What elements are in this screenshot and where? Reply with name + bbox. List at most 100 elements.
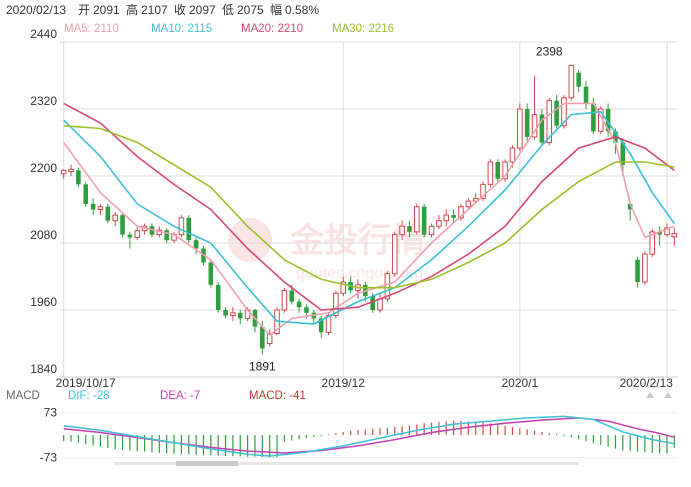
candle-body-up (642, 253, 648, 283)
legend-macd-value: -41 (289, 390, 306, 402)
candle (83, 181, 89, 207)
candle (237, 310, 243, 324)
candle (391, 231, 398, 277)
candle (340, 276, 347, 297)
candle-body-down (127, 234, 133, 238)
ma-line-ma20 (63, 102, 675, 311)
candle-body-down (370, 296, 375, 310)
candle (671, 227, 678, 246)
extreme-label: 2398 (536, 44, 563, 58)
candle (443, 209, 450, 227)
candle-body-up (281, 289, 288, 311)
candle-body-down (164, 230, 169, 241)
legend-ma20-value: 2210 (277, 23, 303, 35)
candle-body-down (260, 326, 265, 349)
candle-body-down (237, 312, 243, 319)
ma-line-ma5 (63, 102, 675, 337)
candle-body-up (502, 161, 508, 180)
candle-body-up (531, 114, 538, 138)
candle-body-up (568, 64, 575, 99)
legend-ma5-value: 2110 (94, 23, 119, 35)
candle (90, 198, 96, 216)
macd-legend-dif: DIF: -28 (68, 390, 110, 402)
candle-body-down (76, 170, 81, 185)
macd-legend-macd: MACD: -41 (249, 390, 306, 402)
scroll-arrows[interactable] (646, 392, 672, 398)
candle-body-up (384, 273, 391, 300)
candle (465, 198, 472, 210)
candle (583, 81, 589, 109)
scrollbar-track[interactable] (114, 462, 579, 465)
candle-body-down (421, 206, 427, 235)
ma-line-ma30 (63, 125, 675, 289)
watermark-en: quotes.cngold.org (296, 265, 423, 282)
candle-body-up (325, 315, 332, 333)
header-low-value: 2075 (237, 3, 264, 17)
candle-body-down (120, 215, 125, 235)
header-high-label: 高 (126, 2, 138, 17)
candle (399, 220, 405, 241)
candle-body-down (524, 109, 530, 137)
candle-body-down (304, 307, 309, 313)
candle (635, 256, 640, 288)
legend-ma30-value: 2216 (368, 23, 394, 35)
macd-legend-dea: DEA: -7 (160, 390, 200, 402)
candle-body-up (465, 200, 472, 208)
candle-body-down (223, 310, 228, 316)
legend-macd-name: MACD (249, 390, 283, 402)
candle-body-down (539, 114, 545, 143)
legend-ma20: MA20: 2210 (241, 23, 303, 35)
candle-body-down (620, 142, 626, 165)
candle (649, 229, 656, 257)
candle-body-up (561, 97, 567, 127)
candle-body-down (583, 86, 589, 104)
candle-body-down (208, 262, 214, 285)
candle (120, 212, 125, 238)
candle-body-up (97, 206, 104, 210)
legend-ma5: MA5: 2110 (64, 23, 119, 35)
candle-body-down (296, 301, 302, 308)
legend-ma10-name: MA10 (151, 23, 181, 35)
candle-body-up (399, 225, 405, 236)
candle (436, 215, 442, 230)
ma-line-ma10 (63, 110, 675, 325)
candle (554, 95, 559, 129)
candle-body-up (68, 168, 74, 173)
candle-body-down (635, 259, 640, 283)
scroll-up-arrow-icon[interactable] (664, 392, 672, 398)
candle-body-up (134, 230, 141, 238)
candle-body-up (428, 225, 435, 236)
candle-body-down (451, 215, 456, 218)
y-tick-label: 2200 (30, 161, 57, 175)
header-close-value: 2097 (189, 3, 216, 17)
scrollbar[interactable] (114, 461, 579, 466)
candle (318, 315, 324, 338)
candle-body-up (377, 298, 383, 311)
candle (311, 310, 317, 324)
candle (531, 75, 538, 140)
candle (266, 329, 273, 347)
candle (355, 279, 361, 299)
macd-y-tick-label: 73 (44, 405, 58, 419)
header-open-value: 2091 (93, 3, 120, 17)
legend-ma30: MA30: 2216 (332, 23, 394, 35)
legend-ma5-name: MA5 (64, 23, 88, 35)
candle (568, 64, 575, 101)
candle (230, 307, 236, 322)
candle-body-up (112, 214, 118, 222)
candle (517, 103, 523, 151)
candle-body-down (627, 203, 633, 210)
scrollbar-thumb[interactable] (176, 461, 238, 466)
candle-body-up (266, 332, 273, 345)
candle-body-up (546, 100, 553, 143)
candle-body-up (517, 108, 523, 149)
candle-body-up (178, 217, 185, 236)
scroll-up-arrow-icon[interactable] (646, 392, 654, 398)
candle (451, 209, 456, 224)
candle (178, 215, 185, 238)
candle-body-up (664, 227, 670, 236)
candle (495, 159, 501, 182)
